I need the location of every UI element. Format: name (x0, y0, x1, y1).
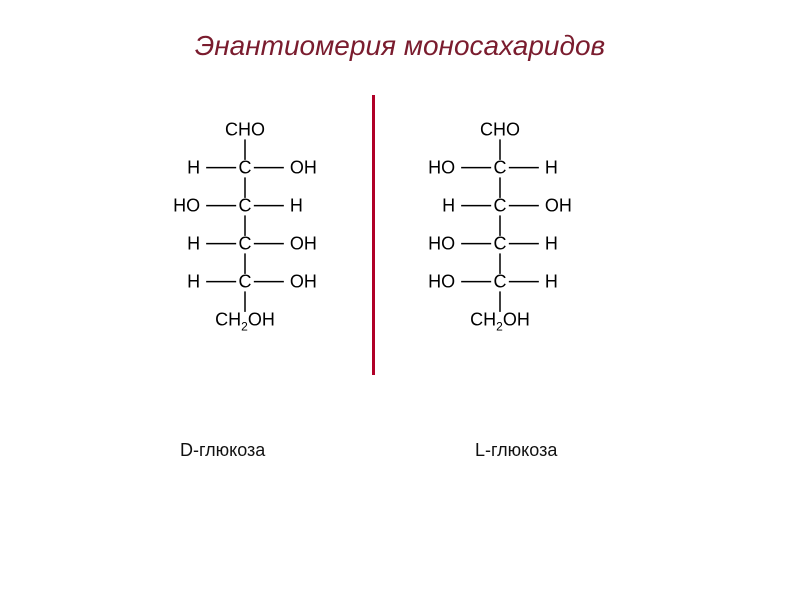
svg-text:C: C (239, 233, 252, 253)
l-glucose-label: L-глюкоза (475, 440, 557, 461)
svg-text:OH: OH (290, 233, 317, 253)
svg-text:HO: HO (428, 157, 455, 177)
svg-text:OH: OH (290, 157, 317, 177)
svg-text:C: C (494, 195, 507, 215)
svg-text:HO: HO (173, 195, 200, 215)
svg-text:C: C (239, 195, 252, 215)
svg-text:H: H (187, 233, 200, 253)
page: Энантиомерия моносахаридов CHOCH2OHCHOHC… (0, 0, 800, 600)
mirror-line (372, 95, 375, 375)
l-glucose-structure: CHOCH2OHCHOHCHOHCHOHCHOH (415, 105, 585, 375)
svg-text:CH2OH: CH2OH (215, 309, 275, 333)
svg-text:CH2OH: CH2OH (470, 309, 530, 333)
svg-text:C: C (494, 233, 507, 253)
svg-text:OH: OH (545, 195, 572, 215)
svg-text:H: H (187, 157, 200, 177)
svg-text:C: C (239, 271, 252, 291)
svg-text:H: H (545, 271, 558, 291)
d-glucose-label: D-глюкоза (180, 440, 265, 461)
svg-text:H: H (545, 157, 558, 177)
svg-text:HO: HO (428, 233, 455, 253)
svg-text:OH: OH (290, 271, 317, 291)
svg-text:CHO: CHO (225, 119, 265, 139)
svg-text:H: H (290, 195, 303, 215)
svg-text:C: C (494, 157, 507, 177)
svg-text:HO: HO (428, 271, 455, 291)
svg-text:CHO: CHO (480, 119, 520, 139)
page-title: Энантиомерия моносахаридов (0, 30, 800, 62)
svg-text:H: H (545, 233, 558, 253)
d-glucose-structure: CHOCH2OHCHOHCHOHCHOHCHOH (160, 105, 330, 375)
svg-text:H: H (187, 271, 200, 291)
svg-text:H: H (442, 195, 455, 215)
svg-text:C: C (239, 157, 252, 177)
svg-text:C: C (494, 271, 507, 291)
